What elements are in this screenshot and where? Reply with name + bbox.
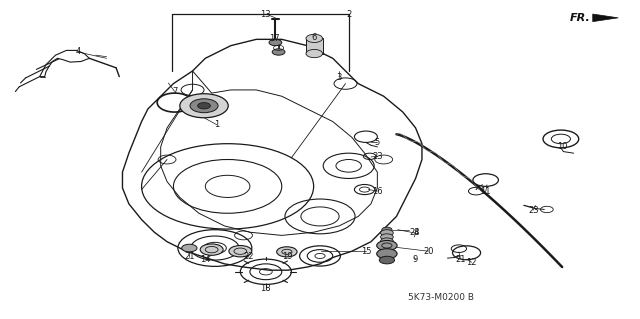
Text: 7: 7 — [172, 87, 177, 96]
Text: 2: 2 — [346, 10, 351, 19]
Circle shape — [200, 244, 223, 255]
Circle shape — [381, 238, 394, 244]
Text: 17: 17 — [269, 34, 280, 43]
Circle shape — [276, 247, 297, 257]
Circle shape — [381, 234, 394, 240]
Polygon shape — [593, 14, 618, 22]
Text: 3: 3 — [337, 73, 342, 82]
Text: 4: 4 — [76, 48, 81, 56]
Text: 21: 21 — [184, 252, 195, 261]
Text: 11: 11 — [481, 187, 491, 196]
Text: 16: 16 — [372, 187, 383, 196]
Circle shape — [269, 39, 282, 46]
Text: 5: 5 — [375, 137, 380, 147]
Text: 24: 24 — [409, 228, 420, 237]
Circle shape — [229, 246, 252, 257]
Text: 20: 20 — [423, 247, 433, 256]
Circle shape — [380, 256, 394, 264]
Text: 14: 14 — [200, 255, 211, 263]
Text: 8: 8 — [413, 228, 419, 237]
Text: 15: 15 — [360, 247, 371, 256]
Text: 12: 12 — [467, 258, 477, 267]
Text: FR.: FR. — [570, 13, 590, 23]
Text: 19: 19 — [282, 252, 292, 261]
Text: 23: 23 — [528, 206, 539, 215]
Text: 23: 23 — [372, 152, 383, 161]
Circle shape — [382, 227, 392, 232]
Text: 6: 6 — [312, 33, 317, 42]
Text: 10: 10 — [557, 142, 568, 151]
Circle shape — [381, 230, 394, 236]
Circle shape — [180, 94, 228, 118]
Circle shape — [377, 241, 397, 250]
Circle shape — [198, 103, 211, 109]
Text: 18: 18 — [260, 284, 271, 293]
Circle shape — [182, 244, 197, 252]
Text: 13: 13 — [260, 10, 271, 19]
Bar — [306, 38, 323, 54]
Text: 21: 21 — [455, 255, 465, 263]
Text: 9: 9 — [413, 255, 418, 263]
Circle shape — [306, 49, 323, 58]
Circle shape — [306, 34, 323, 42]
Text: 5K73-M0200 B: 5K73-M0200 B — [408, 293, 474, 301]
Text: 22: 22 — [243, 252, 254, 261]
Circle shape — [190, 99, 218, 113]
Text: 1: 1 — [214, 120, 220, 129]
Circle shape — [377, 249, 397, 259]
Circle shape — [272, 49, 285, 55]
